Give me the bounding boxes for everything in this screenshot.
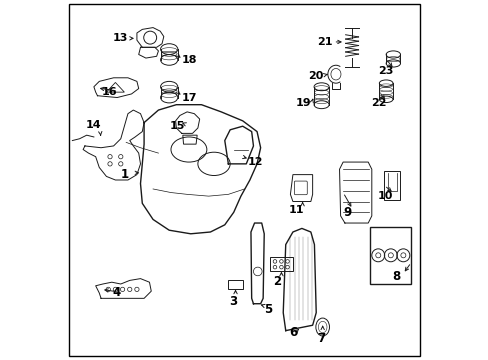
Text: 3: 3: [229, 295, 237, 308]
Text: 17: 17: [182, 93, 197, 103]
Text: 13: 13: [112, 33, 128, 43]
Text: 15: 15: [170, 121, 185, 131]
Text: 20: 20: [307, 71, 323, 81]
Text: 1: 1: [120, 168, 128, 181]
Text: 19: 19: [295, 98, 310, 108]
Text: 11: 11: [288, 205, 304, 215]
Text: 9: 9: [343, 206, 351, 219]
Text: 6: 6: [288, 326, 296, 339]
Text: 5: 5: [263, 303, 271, 316]
Text: 14: 14: [86, 120, 102, 130]
Text: 22: 22: [370, 98, 386, 108]
Text: 16: 16: [102, 87, 117, 97]
Text: 4: 4: [112, 287, 121, 300]
Text: 8: 8: [391, 270, 400, 283]
Text: 21: 21: [316, 37, 332, 47]
Text: 7: 7: [317, 332, 325, 345]
Text: 2: 2: [272, 275, 280, 288]
Text: 10: 10: [377, 191, 392, 201]
Text: 23: 23: [377, 66, 392, 76]
Text: 12: 12: [247, 157, 263, 167]
Text: 18: 18: [182, 55, 197, 65]
